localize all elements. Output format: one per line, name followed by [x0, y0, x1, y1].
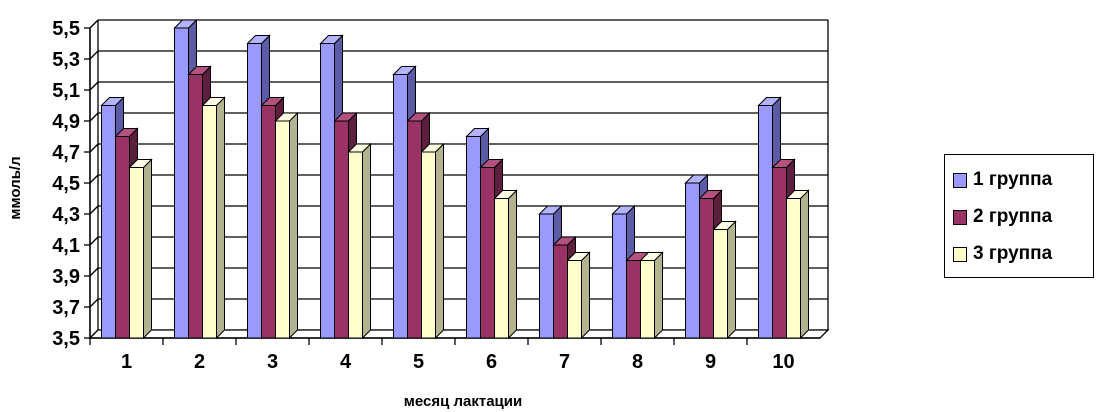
legend-label-group-3: 3 группа	[973, 243, 1053, 264]
bar-front	[421, 151, 436, 339]
bar	[785, 189, 810, 340]
gridline-depth	[89, 19, 99, 29]
bar	[420, 142, 445, 340]
bar-front	[115, 136, 130, 339]
x-tick-label: 10	[772, 351, 794, 373]
bar-side	[581, 251, 590, 340]
gridline-depth	[89, 81, 99, 91]
x-tick-label: 8	[632, 351, 643, 373]
gridline-depth	[89, 50, 99, 60]
bar-side	[508, 189, 517, 340]
x-axis-title: месяц лактации	[404, 393, 522, 410]
x-tick-label: 2	[194, 351, 205, 373]
bar-side	[654, 251, 663, 340]
x-tick-label: 5	[413, 351, 424, 373]
x-tick-label: 1	[121, 351, 132, 373]
legend-swatch-group-2	[953, 209, 967, 225]
bar-front	[626, 260, 641, 339]
bar	[128, 158, 153, 340]
bar-front	[713, 229, 728, 339]
bar-front	[348, 151, 363, 339]
bar-front	[101, 105, 116, 339]
bar-front	[786, 198, 801, 339]
bar-front	[612, 213, 627, 339]
bar-front	[494, 198, 509, 339]
bar-front	[188, 74, 203, 339]
bar-side	[435, 142, 444, 340]
bar-front	[772, 167, 787, 339]
bar-side	[362, 142, 371, 340]
bar-front	[261, 105, 276, 339]
x-tick-label: 7	[559, 351, 570, 373]
x-tick-label: 3	[267, 351, 278, 373]
bar-front	[174, 27, 189, 339]
bar-front	[247, 43, 262, 339]
bar-front	[685, 182, 700, 339]
legend-label-group-2: 2 группа	[973, 206, 1053, 227]
bar-side	[143, 158, 152, 340]
gridline-depth	[89, 112, 99, 122]
y-tick-label: 3,9	[52, 266, 80, 288]
bar-front	[407, 120, 422, 339]
bar	[347, 142, 372, 340]
bar-front	[275, 120, 290, 339]
bar-front	[129, 167, 144, 339]
y-tick-label: 4,5	[52, 173, 80, 195]
y-tick-label: 5,1	[52, 80, 80, 102]
x-tick-label: 4	[340, 351, 352, 373]
bar-side	[800, 189, 809, 340]
bar-front	[567, 260, 582, 339]
gridline-depth	[89, 205, 99, 215]
bar-side	[216, 96, 225, 340]
bar-front	[466, 136, 481, 339]
y-axis-title: ммоль/л	[7, 156, 24, 219]
y-tick-label: 3,5	[52, 328, 80, 350]
legend-label-group-1: 1 группа	[973, 169, 1053, 190]
bar-side	[289, 111, 298, 340]
bar	[566, 251, 591, 340]
legend: 1 группа 2 группа 3 группа	[944, 154, 1094, 278]
bar	[201, 96, 226, 340]
tick-labels: 3,5 3,7 3,9 4,1 4,3 4,5 4,7 4,9 5,1 5,3 5,5 1 2 3 4 5 6 7…	[52, 18, 794, 373]
y-tick-label: 4,1	[52, 235, 80, 257]
y-tick-label: 5,5	[52, 18, 80, 40]
bar-front	[202, 105, 217, 339]
legend-swatch-group-3	[953, 246, 967, 262]
bar-front	[699, 198, 714, 339]
bar-front	[758, 105, 773, 339]
gridline-depth	[89, 143, 99, 153]
gridline-depth	[89, 174, 99, 184]
bar-front	[393, 74, 408, 339]
legend-item-group-2: 2 группа	[953, 202, 1052, 232]
bar-side	[727, 220, 736, 340]
bar-front	[640, 260, 655, 339]
gridline-depth	[89, 236, 99, 246]
bars	[100, 18, 810, 340]
gridline-depth	[89, 267, 99, 277]
y-tick-label: 4,3	[52, 204, 80, 226]
bar	[639, 251, 664, 340]
bar	[493, 189, 518, 340]
legend-swatch-group-1	[953, 172, 967, 188]
bar-front	[553, 244, 568, 339]
gridline-depth	[89, 298, 99, 308]
bar-front	[334, 120, 349, 339]
y-tick-label: 5,3	[52, 49, 80, 71]
bar-front	[539, 213, 554, 339]
bar-front	[320, 43, 335, 339]
y-tick-label: 3,7	[52, 297, 80, 319]
y-tick-label: 4,9	[52, 111, 80, 133]
bar-front	[480, 167, 495, 339]
legend-item-group-3: 3 группа	[953, 239, 1052, 269]
legend-item-group-1: 1 группа	[953, 165, 1052, 195]
bar	[712, 220, 737, 340]
x-tick-label: 6	[486, 351, 497, 373]
y-tick-label: 4,7	[52, 142, 80, 164]
bar	[274, 111, 299, 340]
x-tick-label: 9	[705, 351, 716, 373]
